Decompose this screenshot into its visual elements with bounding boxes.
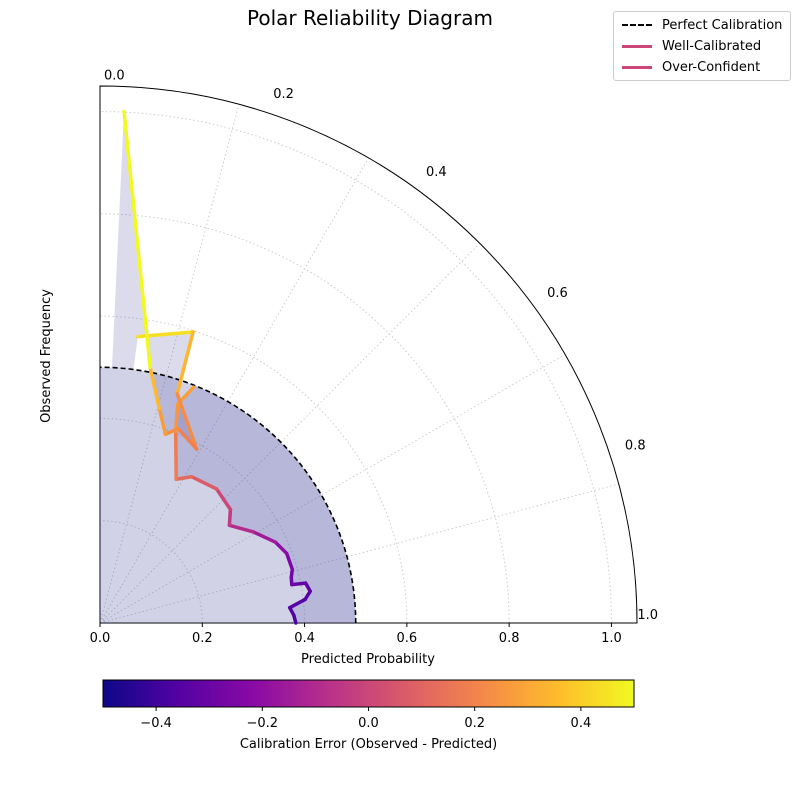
series-0-segment-15: [174, 474, 194, 482]
legend: Perfect Calibration Well-Calibrated Over…: [613, 11, 791, 81]
fill-layer: [100, 111, 356, 623]
grid-arc-0: [99, 520, 203, 624]
series-0-segment-14: [189, 474, 219, 491]
chart-title: Polar Reliability Diagram: [247, 6, 493, 30]
series-1-segment-3: [176, 426, 199, 451]
series-1-segment-4: [163, 426, 180, 437]
colorbar: −0.4 −0.2 0.0 0.2 0.4 Calibration Error (Obse…: [102, 679, 635, 752]
radial-tick-label-2: 0.4: [426, 165, 447, 180]
legend-swatch-well-calibrated: [622, 45, 652, 48]
grid-spoke-3: [99, 157, 369, 624]
colorbar-tick-label-0: −0.4: [140, 716, 172, 731]
series-1-segment-7: [122, 109, 152, 370]
fill-area-0: [175, 385, 356, 623]
series-1-segment-2: [175, 392, 199, 451]
series-1-segment-1: [175, 330, 195, 396]
series-0-segment-9: [273, 540, 289, 556]
grid-arc-4: [99, 111, 612, 624]
colorbar-tick-label-3: 0.2: [464, 716, 485, 731]
series-0-segment-12: [227, 507, 233, 528]
x-tick-label-3: 0.6: [397, 631, 418, 646]
radial-tick-label-5: 1.0: [637, 608, 658, 623]
colorbar-tick-label-4: 0.4: [571, 716, 592, 731]
legend-label-over-confident: Over-Confident: [662, 60, 761, 75]
radial-tick-label-4: 0.8: [625, 439, 646, 454]
series-0-segment-10: [251, 530, 278, 544]
series-0-segment-17: [173, 402, 180, 433]
radial-tick-label-1: 0.2: [273, 87, 294, 102]
colorbar-tick-label-1: −0.2: [247, 716, 279, 731]
series-0-segment-11: [227, 523, 256, 534]
x-axis-label: Predicted Probability: [301, 652, 435, 667]
x-tick-label-4: 0.8: [499, 631, 520, 646]
x-tick-label-0: 0.0: [90, 631, 111, 646]
grid-spoke-1: [99, 354, 566, 624]
colorbar-gradient: [102, 679, 635, 708]
legend-item-over-confident: Over-Confident: [622, 57, 790, 78]
y-axis-label: Observed Frequency: [39, 289, 54, 423]
grid-arc-2: [99, 315, 408, 624]
series-1-segment-6: [148, 365, 162, 411]
series-1-segment-5: [157, 406, 168, 437]
series-layer: [99, 109, 357, 625]
series-0-segment-5: [290, 581, 308, 587]
perfect-calibration-line: [99, 366, 357, 624]
colorbar-tick-label-2: 0.0: [358, 716, 379, 731]
legend-swatch-over-confident: [622, 66, 652, 69]
legend-item-well-calibrated: Well-Calibrated: [622, 36, 790, 57]
radial-tick-label-0: 0.0: [104, 68, 125, 83]
x-tick-label-2: 0.4: [294, 631, 315, 646]
polar-frame: [99, 85, 638, 624]
legend-label-well-calibrated: Well-Calibrated: [662, 39, 762, 54]
colorbar-label: Calibration Error (Observed - Predicted): [240, 737, 497, 752]
radial-tick-label-3: 0.6: [547, 286, 568, 301]
legend-label-perfect: Perfect Calibration: [662, 18, 783, 33]
grid-spoke-4: [99, 104, 240, 624]
x-tick-label-1: 0.2: [192, 631, 213, 646]
series-0-segment-13: [214, 487, 233, 512]
series-0-segment-8: [284, 551, 295, 572]
series-0-segment-2: [287, 597, 307, 610]
perfect-fill: [100, 367, 356, 623]
x-tick-label-5: 1.0: [601, 631, 622, 646]
legend-swatch-perfect: [622, 24, 652, 26]
series-0-segment-16: [173, 429, 178, 482]
tick-layer: 0.0 0.2 0.4 0.6 0.8 1.0 Predicted Probability O…: [39, 68, 658, 667]
legend-item-perfect: Perfect Calibration: [622, 15, 790, 36]
grid-layer: [99, 85, 638, 624]
grid-spoke-0: [99, 483, 619, 624]
grid-spoke-2: [99, 242, 481, 624]
fill-area-1: [112, 111, 197, 450]
